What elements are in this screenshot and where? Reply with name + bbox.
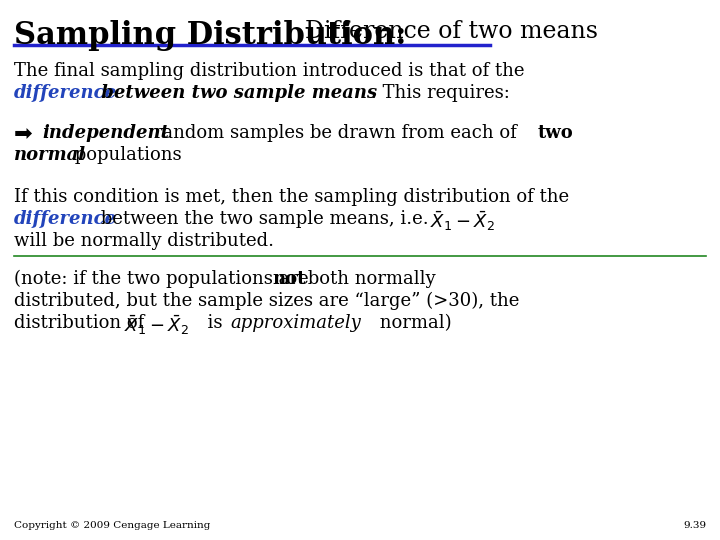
Text: two: two bbox=[538, 124, 574, 142]
Text: Copyright © 2009 Cengage Learning: Copyright © 2009 Cengage Learning bbox=[14, 521, 210, 530]
Text: distributed, but the sample sizes are “large” (>30), the: distributed, but the sample sizes are “l… bbox=[14, 292, 519, 310]
Text: $\bar{X}_1 - \bar{X}_2$: $\bar{X}_1 - \bar{X}_2$ bbox=[124, 313, 189, 336]
Text: . This requires:: . This requires: bbox=[371, 84, 510, 102]
Text: 9.39: 9.39 bbox=[683, 521, 706, 530]
Text: populations: populations bbox=[69, 146, 181, 164]
Text: normal): normal) bbox=[374, 314, 451, 332]
Text: difference: difference bbox=[14, 210, 117, 228]
Text: If this condition is met, then the sampling distribution of the: If this condition is met, then the sampl… bbox=[14, 188, 569, 206]
Text: between the two sample means, i.e.: between the two sample means, i.e. bbox=[95, 210, 440, 228]
Text: both normally: both normally bbox=[302, 270, 436, 288]
Text: distribution of: distribution of bbox=[14, 314, 156, 332]
Text: is: is bbox=[196, 314, 228, 332]
Text: random samples be drawn from each of: random samples be drawn from each of bbox=[148, 124, 523, 142]
Text: between two sample means: between two sample means bbox=[95, 84, 377, 102]
Text: Sampling Distribution:: Sampling Distribution: bbox=[14, 20, 407, 51]
Text: $\bar{X}_1 - \bar{X}_2$: $\bar{X}_1 - \bar{X}_2$ bbox=[430, 209, 495, 233]
Text: Difference of two means: Difference of two means bbox=[305, 20, 598, 43]
Text: normal: normal bbox=[14, 146, 86, 164]
Text: independent: independent bbox=[42, 124, 169, 142]
Text: difference: difference bbox=[14, 84, 117, 102]
Text: approximately: approximately bbox=[230, 314, 361, 332]
Text: will be normally distributed.: will be normally distributed. bbox=[14, 232, 274, 250]
Text: not: not bbox=[272, 270, 305, 288]
Text: ➡: ➡ bbox=[14, 124, 32, 144]
Text: (note: if the two populations are: (note: if the two populations are bbox=[14, 270, 315, 288]
Text: The final sampling distribution introduced is that of the: The final sampling distribution introduc… bbox=[14, 62, 524, 80]
